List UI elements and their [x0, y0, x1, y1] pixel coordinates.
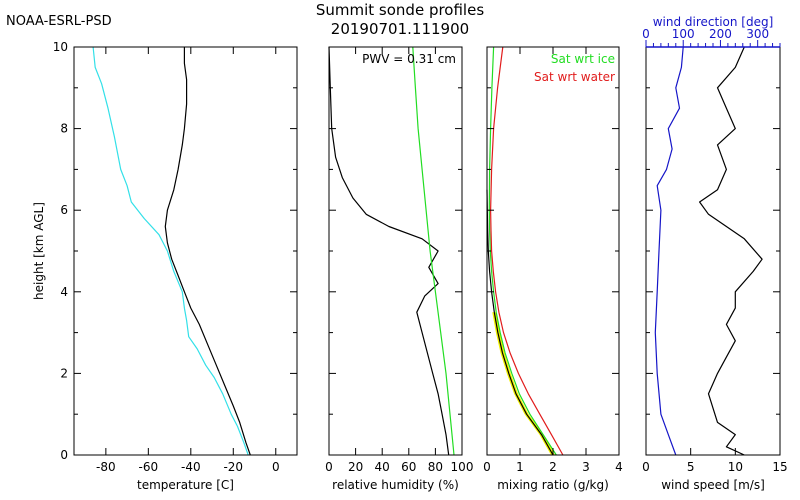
x-tick-label: 10: [728, 460, 743, 474]
legend-entry: Sat wrt ice: [551, 52, 615, 66]
x-tick-label: 5: [687, 460, 695, 474]
y-tick-label: 10: [53, 40, 68, 54]
series-black-3-line: [486, 189, 554, 456]
x-axis-label: wind speed [m/s]: [661, 478, 765, 492]
x-tick-label: -20: [223, 460, 243, 474]
x-tick-label: 15: [772, 460, 787, 474]
panel-3: 0 1 2 3 4 mixing ratio (g/kg) Sat wrt ice Sat w…: [483, 46, 623, 492]
x-axis-label: temperature [C]: [137, 478, 234, 492]
series-green-2-line: [412, 46, 455, 456]
x-tick-label: 3: [582, 460, 590, 474]
y-axis-label: height [km AGL]: [32, 202, 46, 300]
x-tick-label: 0: [483, 460, 491, 474]
x-tick-label: 0: [642, 460, 650, 474]
top-x-tick-label: 200: [709, 27, 732, 41]
top-x-tick-label: 300: [746, 27, 769, 41]
chart-subtitle: 20190701.111900: [331, 20, 469, 38]
x-tick-label: 2: [549, 460, 557, 474]
x-tick-label: 20: [348, 460, 363, 474]
panel-1: -80 -60 -40 -20 0 0 2 4 6 8 10 temperature [C] heigh…: [32, 40, 298, 492]
series-black-1-line: [328, 46, 450, 456]
top-x-tick-label: 100: [672, 27, 695, 41]
pwv-annotation: PWV = 0.31 cm: [362, 52, 456, 66]
org-label: NOAA-ESRL-PSD: [6, 14, 112, 29]
chart-title: Summit sonde profiles: [316, 1, 484, 19]
series-black-1-line: [698, 46, 763, 456]
panel-2: 0 20 40 60 80 100 relative humidity (%) PWV = 0…: [325, 46, 474, 492]
x-tick-label: 60: [401, 460, 416, 474]
y-tick-label: 4: [60, 285, 68, 299]
series-blue-2-line: [654, 46, 684, 456]
x-tick-label: 1: [516, 460, 524, 474]
y-tick-label: 2: [60, 366, 68, 380]
plot-frame: [486, 46, 620, 456]
plot-frame: [328, 46, 463, 456]
x-tick-label: 40: [375, 460, 390, 474]
x-tick-label: -80: [96, 460, 116, 474]
x-tick-label: -40: [181, 460, 201, 474]
x-axis-label: relative humidity (%): [332, 478, 459, 492]
x-tick-label: 0: [325, 460, 333, 474]
x-tick-label: 80: [428, 460, 443, 474]
y-tick-label: 0: [60, 448, 68, 462]
series-sat-wrt-water-line: [490, 46, 564, 456]
y-tick-label: 6: [60, 203, 68, 217]
y-tick-label: 8: [60, 122, 68, 136]
x-tick-label: 4: [615, 460, 623, 474]
x-tick-label: 100: [451, 460, 474, 474]
plot-frame: [645, 46, 781, 456]
top-axis-label: wind direction [deg]: [653, 15, 774, 29]
x-axis-label: mixing ratio (g/kg): [497, 478, 609, 492]
series-black-1-line: [164, 47, 251, 456]
legend-entry: Sat wrt water: [534, 70, 615, 84]
x-tick-label: -60: [139, 460, 159, 474]
series-sat-wrt-ice-line: [488, 46, 557, 456]
top-x-tick-label: 0: [642, 27, 650, 41]
x-tick-label: 0: [272, 460, 280, 474]
series-cyan-2-line: [92, 46, 249, 456]
